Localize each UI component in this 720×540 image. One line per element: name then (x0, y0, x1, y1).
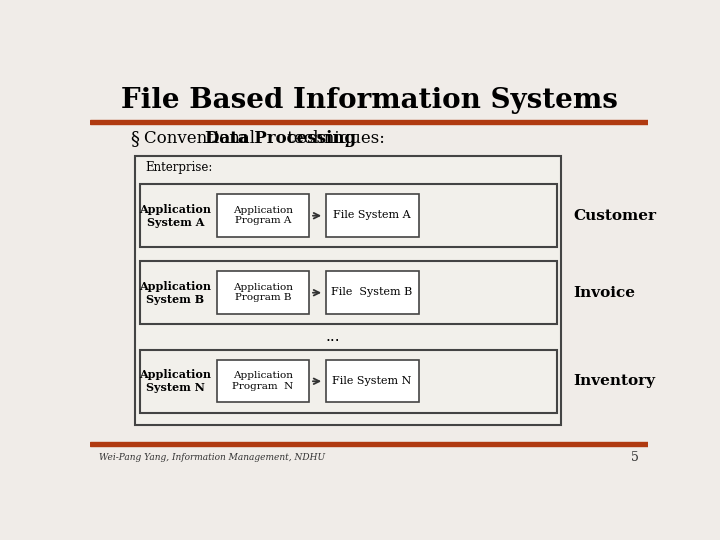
Text: Wei-Pang Yang, Information Management, NDHU: Wei-Pang Yang, Information Management, N… (99, 453, 325, 462)
Bar (325, 360, 418, 402)
Text: Enterprise:: Enterprise: (145, 161, 213, 174)
Text: File System A: File System A (333, 211, 411, 220)
Bar (140, 350, 557, 413)
Text: Customer: Customer (574, 209, 657, 222)
Text: File System N: File System N (333, 376, 412, 386)
Text: ...: ... (325, 329, 340, 345)
Bar (140, 261, 557, 325)
Text: Application
System B: Application System B (139, 281, 211, 305)
Text: Invoice: Invoice (574, 286, 636, 300)
Text: 5: 5 (631, 451, 639, 464)
Text: §: § (130, 130, 139, 148)
Text: File  System B: File System B (331, 287, 413, 298)
Text: Data Processing: Data Processing (204, 130, 356, 147)
Bar (90, 120, 648, 124)
Bar (217, 194, 309, 237)
Text: File Based Information Systems: File Based Information Systems (120, 87, 618, 114)
Text: Application
Program B: Application Program B (233, 282, 293, 302)
Bar (140, 184, 557, 247)
Bar (217, 271, 309, 314)
Text: Application
Program  N: Application Program N (233, 371, 294, 390)
Bar (90, 442, 648, 446)
Text: Application
Program A: Application Program A (233, 206, 293, 225)
Text: techniques:: techniques: (282, 130, 385, 147)
Bar (325, 271, 418, 314)
Text: Conventional: Conventional (144, 130, 261, 147)
Text: Inventory: Inventory (574, 374, 656, 388)
Bar (217, 360, 309, 402)
Text: Application
System A: Application System A (139, 204, 211, 228)
Text: Application
System N: Application System N (139, 369, 211, 393)
Bar (325, 194, 418, 237)
Bar (135, 156, 561, 425)
